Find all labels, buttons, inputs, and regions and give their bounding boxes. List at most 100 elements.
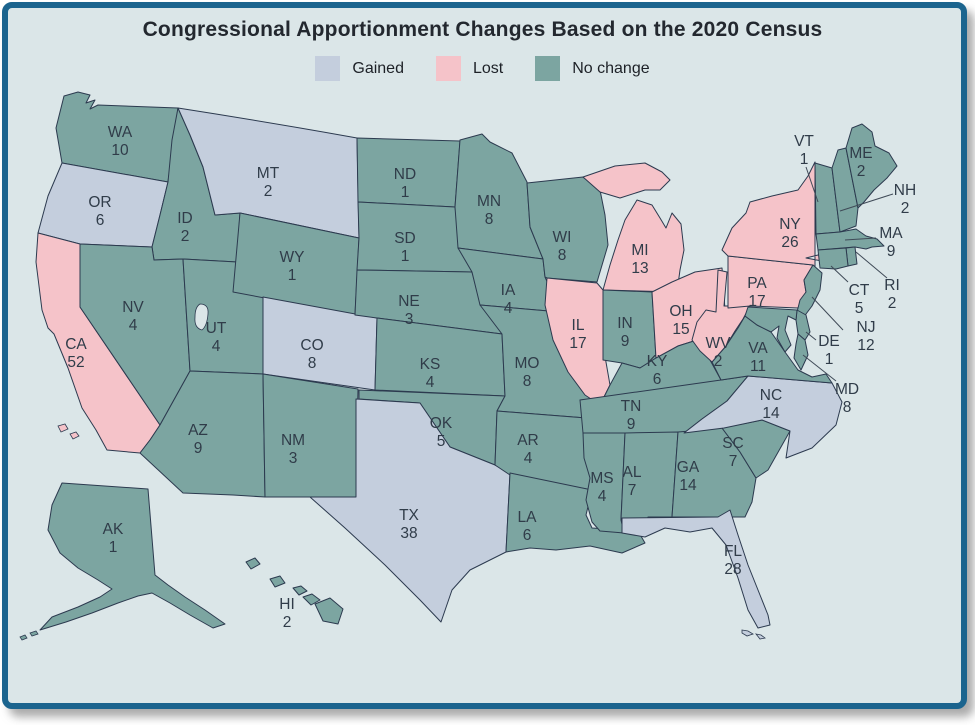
- state-seats-MS: 4: [598, 488, 607, 505]
- map-decoration: [57, 423, 80, 440]
- callout-line-DE: [805, 331, 817, 341]
- state-seats-OK: 5: [437, 433, 446, 450]
- state-seats-TN: 9: [627, 416, 636, 433]
- state-abbr-TN: TN: [621, 398, 642, 415]
- callout-line-VT: [805, 166, 819, 203]
- state-seats-IL: 17: [569, 335, 586, 352]
- state-seats-OR: 6: [96, 212, 105, 229]
- state-abbr-OK: OK: [430, 415, 453, 432]
- state-NM: [262, 373, 359, 498]
- state-abbr-MT: MT: [257, 165, 280, 182]
- callout-line-NJ: [811, 296, 844, 331]
- state-seats-LA: 6: [523, 527, 532, 544]
- state-abbr-KY: KY: [647, 353, 668, 370]
- state-abbr-IA: IA: [501, 282, 516, 299]
- state-MT: [177, 107, 360, 239]
- state-seats-NY: 26: [781, 234, 798, 251]
- callout-line-NH: [839, 193, 894, 212]
- legend-label-lost: Lost: [472, 59, 504, 77]
- state-seats-NH: 2: [901, 200, 910, 217]
- state-seats-PA: 17: [748, 293, 765, 310]
- state-abbr-WA: WA: [108, 124, 133, 141]
- callout-line-MD: [802, 354, 837, 382]
- state-seats-AZ: 9: [194, 440, 203, 457]
- state-seats-IN: 9: [621, 333, 630, 350]
- state-seats-AR: 4: [524, 450, 533, 467]
- state-seats-SD: 1: [401, 248, 410, 265]
- state-abbr-PA: PA: [747, 275, 767, 292]
- state-seats-OH: 15: [672, 321, 689, 338]
- state-seats-SC: 7: [729, 453, 738, 470]
- state-MI: [582, 162, 685, 293]
- state-abbr-KS: KS: [420, 356, 441, 373]
- state-abbr-AZ: AZ: [188, 422, 208, 439]
- map-decoration: [741, 629, 766, 640]
- state-seats-TX: 38: [400, 525, 417, 542]
- state-seats-MN: 8: [485, 211, 494, 228]
- state-seats-WY: 1: [288, 267, 297, 284]
- state-abbr-MN: MN: [477, 193, 501, 210]
- state-abbr-GA: GA: [677, 459, 700, 476]
- state-ME: [845, 123, 898, 209]
- state-abbr-WV: WV: [706, 335, 732, 352]
- state-seats-NC: 14: [762, 405, 780, 422]
- state-seats-WA: 10: [111, 142, 129, 159]
- map-decoration: [194, 303, 209, 331]
- state-abbr-SD: SD: [394, 230, 416, 247]
- state-seats-CO: 8: [308, 355, 317, 372]
- state-seats-MD: 8: [843, 399, 852, 416]
- state-abbr-MO: MO: [515, 355, 540, 372]
- state-seats-MI: 13: [631, 260, 648, 277]
- state-NC: [683, 375, 843, 459]
- state-VA: [711, 315, 833, 384]
- state-CT: [817, 247, 849, 270]
- state-seats-CT: 5: [855, 300, 864, 317]
- state-abbr-ID: ID: [177, 210, 193, 227]
- state-AK: [39, 482, 226, 631]
- state-seats-WI: 8: [558, 247, 567, 264]
- state-LA: [505, 472, 646, 554]
- state-abbr-LA: LA: [518, 509, 538, 526]
- legend-item-lost: Lost: [435, 56, 504, 81]
- legend-swatch-lost: [435, 56, 461, 81]
- state-abbr-CA: CA: [65, 336, 87, 353]
- state-abbr-ND: ND: [394, 166, 416, 183]
- legend-item-no-change: No change: [535, 56, 650, 81]
- state-abbr-IN: IN: [617, 315, 633, 332]
- legend-label-no-change: No change: [572, 59, 650, 77]
- state-seats-WV: 2: [714, 353, 723, 370]
- state-seats-NM: 3: [289, 450, 298, 467]
- state-abbr-MD: MD: [835, 381, 859, 398]
- state-abbr-SC: SC: [722, 435, 744, 452]
- state-abbr-CO: CO: [300, 337, 323, 354]
- state-seats-FL: 28: [724, 561, 741, 578]
- state-abbr-NE: NE: [398, 293, 420, 310]
- state-abbr-VT: VT: [794, 133, 814, 150]
- state-abbr-MA: MA: [879, 225, 903, 242]
- state-seats-DE: 1: [825, 351, 834, 368]
- state-abbr-WI: WI: [553, 229, 572, 246]
- state-abbr-AR: AR: [517, 432, 539, 449]
- state-seats-AL: 7: [628, 482, 637, 499]
- legend: Gained Lost No change: [0, 56, 965, 81]
- state-seats-IA: 4: [504, 300, 513, 317]
- state-seats-MA: 9: [887, 243, 896, 260]
- state-abbr-MI: MI: [631, 242, 648, 259]
- state-abbr-NY: NY: [779, 216, 801, 233]
- state-TX: [309, 398, 511, 623]
- state-MD: [744, 306, 809, 371]
- callout-line-MA: [844, 237, 877, 241]
- state-abbr-FL: FL: [724, 543, 742, 560]
- state-seats-MO: 8: [523, 373, 532, 390]
- state-HI: [245, 557, 344, 625]
- state-abbr-AK: AK: [103, 521, 124, 538]
- legend-swatch-gained: [315, 56, 341, 81]
- figure-title: Congressional Apportionment Changes Base…: [142, 18, 823, 41]
- state-seats-NV: 4: [129, 317, 138, 334]
- state-abbr-HI: HI: [279, 596, 295, 613]
- state-WA: [55, 91, 179, 183]
- state-abbr-OH: OH: [669, 303, 692, 320]
- state-FL: [621, 509, 771, 629]
- state-seats-ID: 2: [181, 228, 190, 245]
